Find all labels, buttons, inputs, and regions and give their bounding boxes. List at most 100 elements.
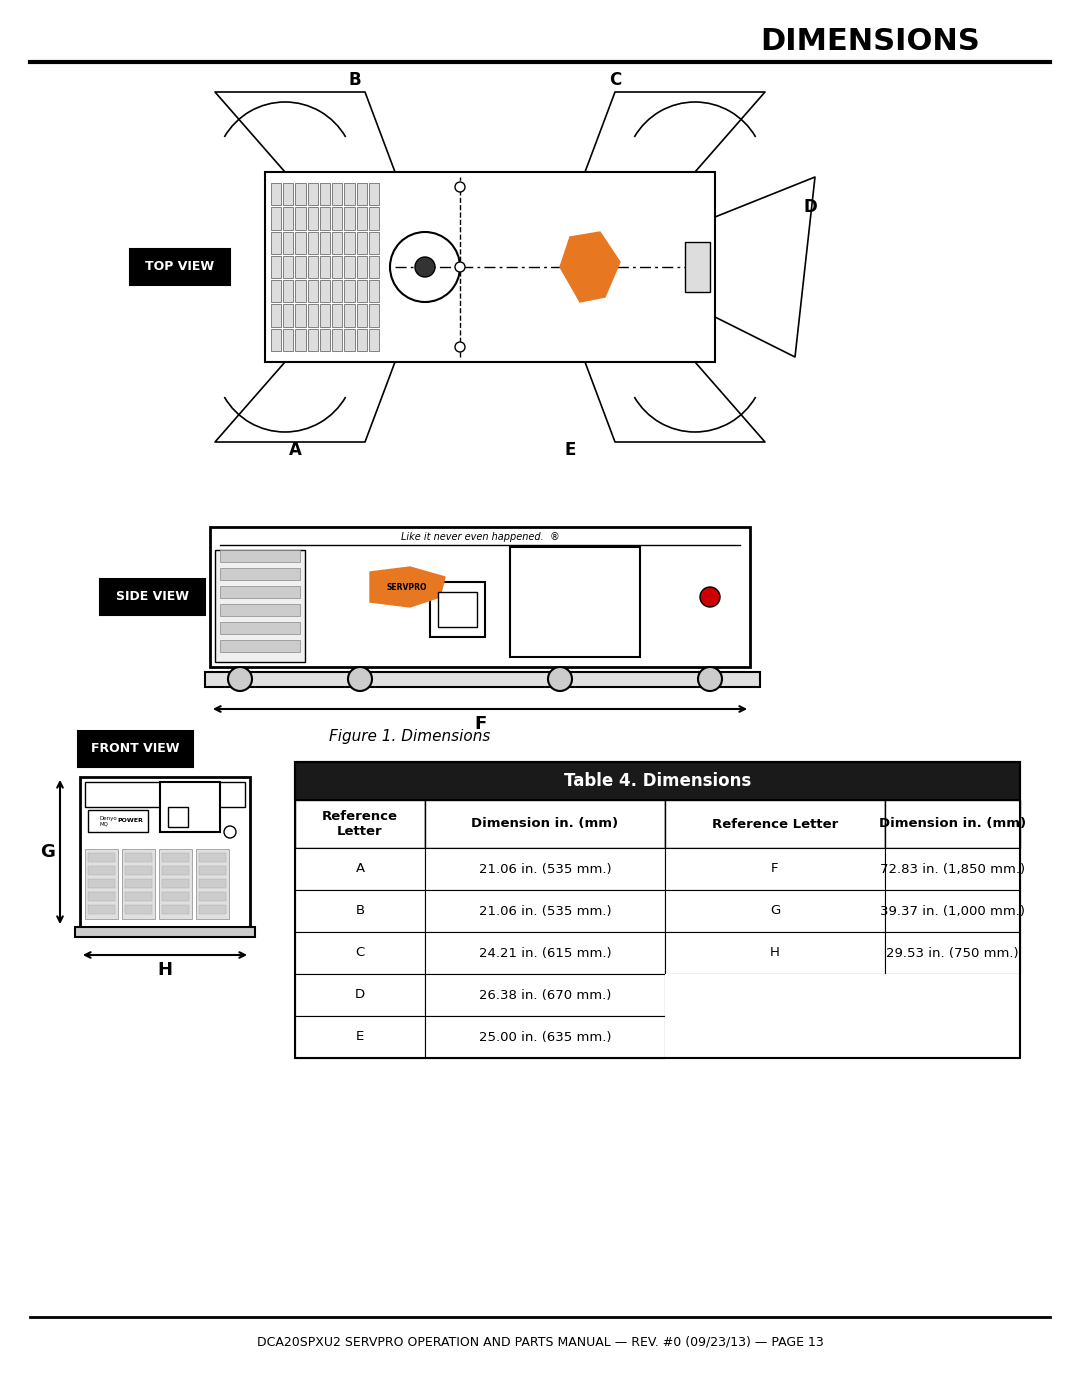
Bar xyxy=(125,879,152,888)
Text: SIDE VIEW: SIDE VIEW xyxy=(116,591,189,604)
Bar xyxy=(320,207,330,229)
Bar xyxy=(296,207,306,229)
Bar xyxy=(333,232,342,254)
Bar xyxy=(426,848,665,890)
Bar xyxy=(85,782,245,807)
Bar xyxy=(296,183,306,205)
Text: Dimension in. (mm): Dimension in. (mm) xyxy=(879,817,1026,830)
Text: Dimension in. (mm): Dimension in. (mm) xyxy=(472,817,619,830)
Bar xyxy=(345,183,354,205)
Bar xyxy=(665,1016,885,1058)
Circle shape xyxy=(348,666,372,692)
Bar xyxy=(333,256,342,278)
Bar xyxy=(199,905,226,914)
Bar xyxy=(368,256,379,278)
Bar xyxy=(283,207,294,229)
Bar xyxy=(885,932,1020,974)
Bar xyxy=(685,242,710,292)
Bar xyxy=(368,281,379,302)
Text: 21.06 in. (535 mm.): 21.06 in. (535 mm.) xyxy=(478,904,611,918)
Text: Reference
Letter: Reference Letter xyxy=(322,810,399,838)
Bar xyxy=(220,622,300,634)
Bar xyxy=(356,256,367,278)
Text: 29.53 in. (750 mm.): 29.53 in. (750 mm.) xyxy=(887,947,1018,960)
Bar xyxy=(885,1016,1020,1058)
Text: C: C xyxy=(355,947,365,960)
Bar xyxy=(162,879,189,888)
Text: E: E xyxy=(356,1031,364,1044)
Polygon shape xyxy=(215,362,395,441)
Circle shape xyxy=(455,263,465,272)
Bar xyxy=(295,974,426,1016)
Bar xyxy=(125,893,152,901)
Bar xyxy=(159,849,192,919)
Bar xyxy=(345,305,354,327)
Bar xyxy=(368,207,379,229)
FancyBboxPatch shape xyxy=(130,249,230,285)
Bar xyxy=(308,281,318,302)
Text: 26.38 in. (670 mm.): 26.38 in. (670 mm.) xyxy=(478,989,611,1002)
Bar xyxy=(665,974,885,1016)
Bar xyxy=(295,800,426,848)
Text: D: D xyxy=(355,989,365,1002)
Bar xyxy=(122,849,156,919)
Bar xyxy=(333,305,342,327)
Bar xyxy=(296,305,306,327)
Text: B: B xyxy=(355,904,365,918)
Text: F: F xyxy=(474,715,486,733)
Bar xyxy=(85,849,118,919)
Bar xyxy=(205,672,760,687)
Bar xyxy=(295,761,1020,800)
Text: TOP VIEW: TOP VIEW xyxy=(146,260,215,274)
Bar xyxy=(356,207,367,229)
Bar xyxy=(168,807,188,827)
Bar xyxy=(125,905,152,914)
Bar xyxy=(271,207,281,229)
Text: F: F xyxy=(771,862,779,876)
Bar xyxy=(271,232,281,254)
Circle shape xyxy=(415,257,435,277)
Text: 72.83 in. (1,850 mm.): 72.83 in. (1,850 mm.) xyxy=(880,862,1025,876)
Text: A: A xyxy=(355,862,365,876)
Text: H: H xyxy=(770,947,780,960)
Bar xyxy=(125,854,152,862)
Text: Reference Letter: Reference Letter xyxy=(712,817,838,830)
Polygon shape xyxy=(370,567,445,608)
Bar xyxy=(283,305,294,327)
Circle shape xyxy=(455,182,465,191)
Polygon shape xyxy=(715,177,815,358)
Bar xyxy=(271,281,281,302)
Text: 24.21 in. (615 mm.): 24.21 in. (615 mm.) xyxy=(478,947,611,960)
Bar xyxy=(665,848,885,890)
Bar xyxy=(87,866,114,875)
Bar xyxy=(295,761,1020,1058)
Bar xyxy=(296,232,306,254)
Bar xyxy=(426,1016,665,1058)
Bar xyxy=(162,905,189,914)
Bar xyxy=(220,604,300,616)
Bar xyxy=(308,256,318,278)
Bar xyxy=(885,848,1020,890)
Bar xyxy=(368,183,379,205)
Bar xyxy=(271,183,281,205)
Polygon shape xyxy=(215,92,395,172)
Text: Table 4. Dimensions: Table 4. Dimensions xyxy=(564,773,751,789)
Bar xyxy=(160,782,220,833)
Bar xyxy=(885,890,1020,932)
Bar xyxy=(333,281,342,302)
Text: 21.06 in. (535 mm.): 21.06 in. (535 mm.) xyxy=(478,862,611,876)
Circle shape xyxy=(455,342,465,352)
Bar xyxy=(220,585,300,598)
Bar xyxy=(345,256,354,278)
Bar xyxy=(356,232,367,254)
Bar xyxy=(295,848,426,890)
Bar xyxy=(308,232,318,254)
Text: A: A xyxy=(288,441,301,460)
Bar xyxy=(356,183,367,205)
Text: 25.00 in. (635 mm.): 25.00 in. (635 mm.) xyxy=(478,1031,611,1044)
Bar xyxy=(333,183,342,205)
Bar xyxy=(271,305,281,327)
Bar xyxy=(308,305,318,327)
Bar xyxy=(510,548,640,657)
Bar xyxy=(356,281,367,302)
